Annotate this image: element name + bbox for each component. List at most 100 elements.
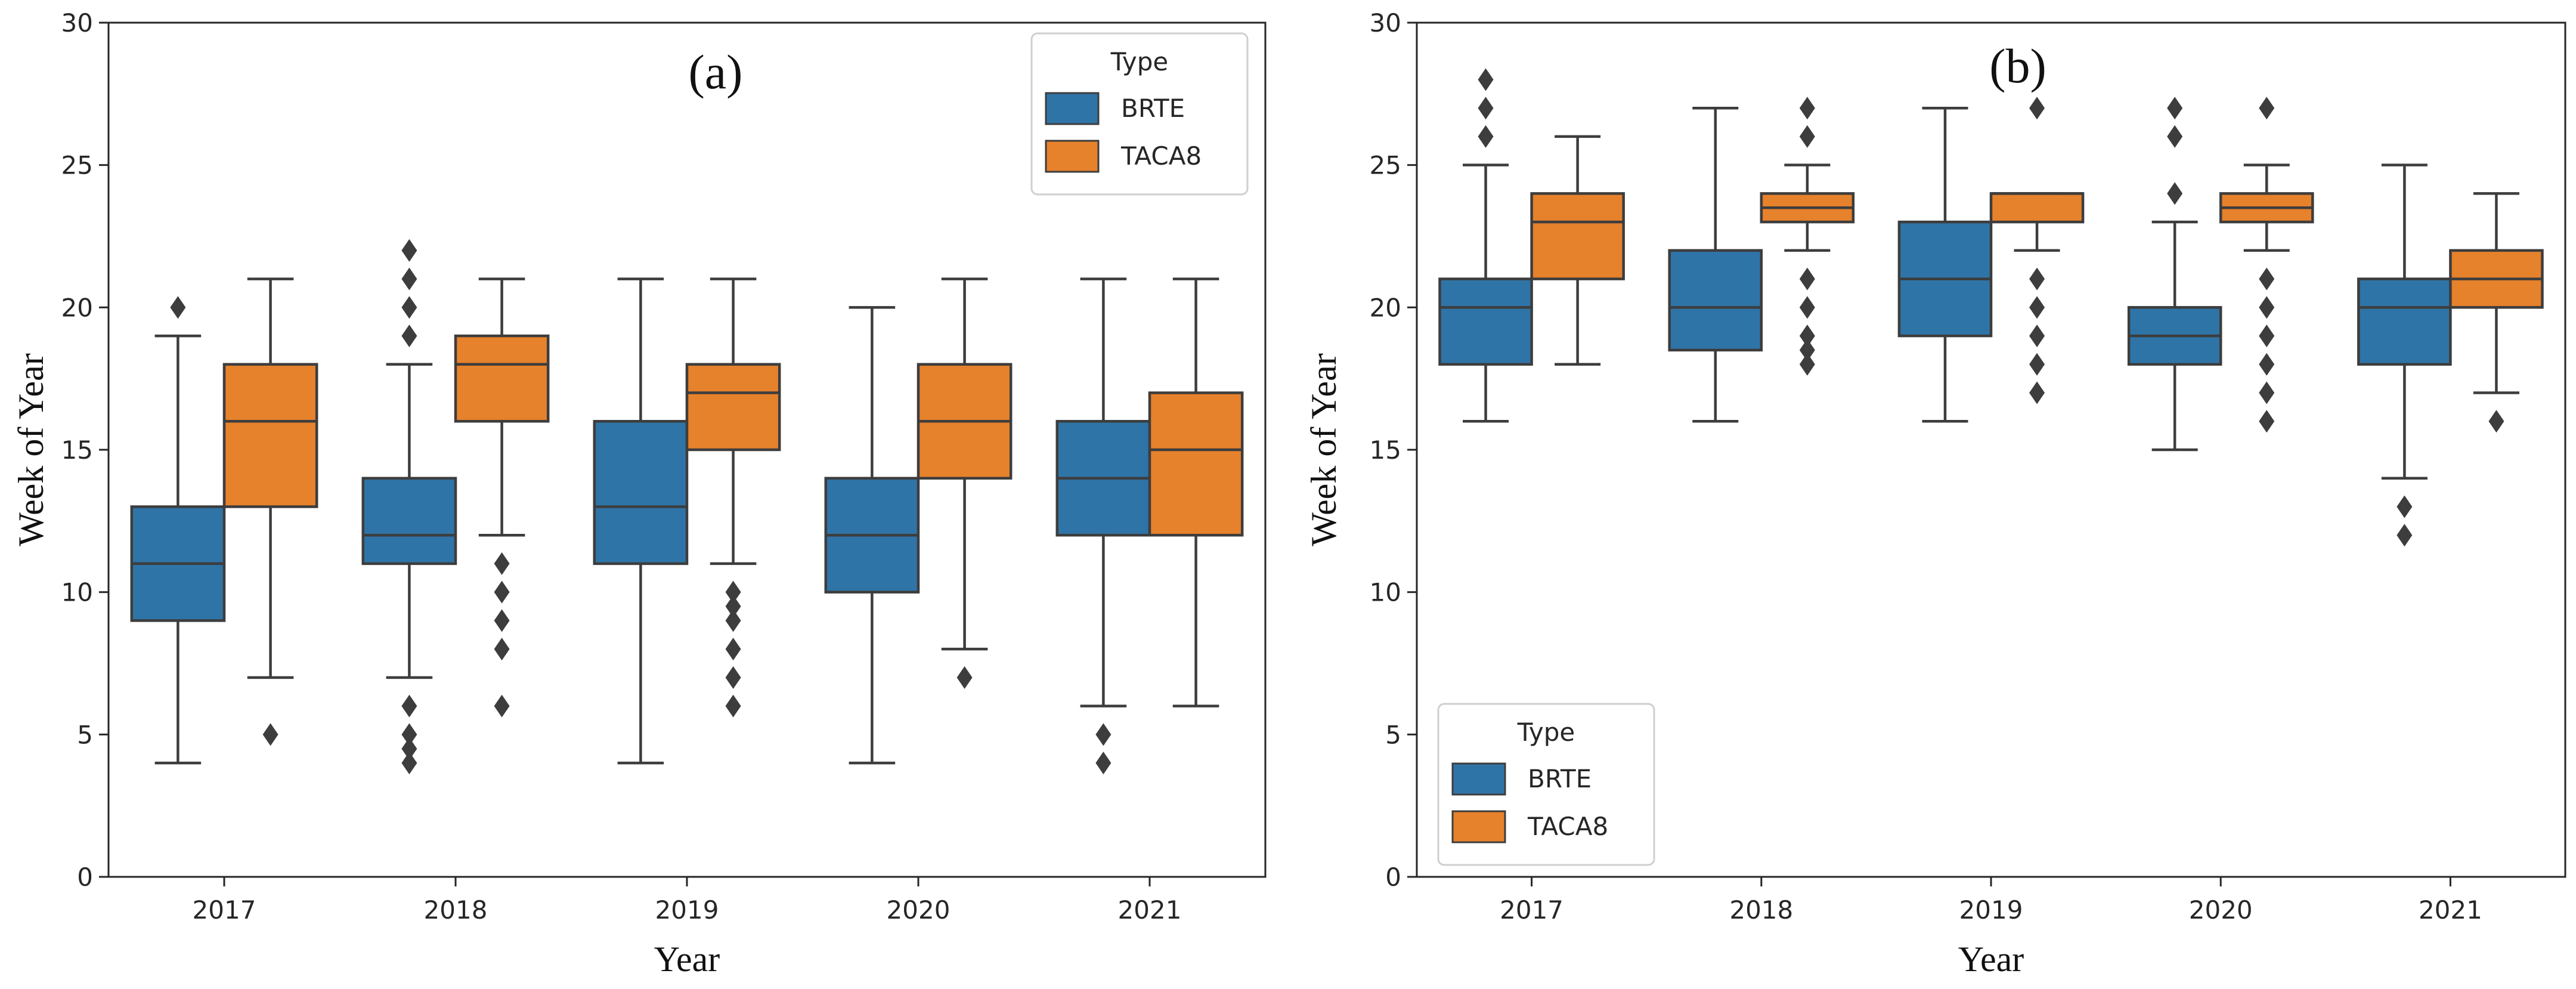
outlier-point bbox=[401, 694, 417, 718]
x-tick-label: 2018 bbox=[424, 895, 488, 925]
y-tick-label: 15 bbox=[61, 435, 93, 465]
y-tick-label: 20 bbox=[61, 293, 93, 322]
legend-swatch-brte bbox=[1045, 92, 1100, 125]
outlier-point bbox=[2259, 267, 2275, 290]
outlier-point bbox=[725, 609, 741, 632]
outlier-point bbox=[1799, 267, 1815, 290]
box-body bbox=[2357, 277, 2452, 366]
y-tick-label: 30 bbox=[61, 8, 93, 38]
outlier-point bbox=[1478, 125, 1494, 148]
outlier-point bbox=[2029, 97, 2045, 120]
y-tick-label: 5 bbox=[1385, 720, 1401, 749]
x-tick-label: 2017 bbox=[1500, 895, 1563, 925]
box-body bbox=[685, 363, 781, 452]
box-taca8-2019 bbox=[685, 277, 781, 718]
legend-label-brte: BRTE bbox=[1528, 764, 1592, 793]
box-brte-2019 bbox=[593, 277, 689, 765]
axes-frame bbox=[107, 21, 1267, 878]
outlier-point bbox=[494, 609, 510, 632]
box-brte-2021 bbox=[2357, 163, 2452, 547]
x-tick-label: 2020 bbox=[2189, 895, 2253, 925]
box-taca8-2020 bbox=[2219, 97, 2314, 433]
outlier-point bbox=[2259, 324, 2275, 348]
y-tick-label: 5 bbox=[77, 720, 93, 749]
y-tick-label: 10 bbox=[61, 578, 93, 607]
box-body bbox=[1668, 249, 1763, 352]
outlier-point bbox=[2167, 125, 2183, 148]
box-body bbox=[593, 420, 689, 565]
chart-panel-a: 0 5 10 15 20 25 30 2017 2018 2019 2020 2021 Year Week… bbox=[11, 8, 1267, 979]
box-taca8-2018 bbox=[454, 277, 550, 718]
box-brte-2018 bbox=[361, 239, 457, 775]
x-tick-label: 2017 bbox=[193, 895, 256, 925]
legend-swatch-taca8 bbox=[1451, 810, 1506, 843]
box-brte-2018 bbox=[1668, 106, 1763, 423]
legend-swatch-brte bbox=[1451, 762, 1506, 796]
outlier-point bbox=[1799, 125, 1815, 148]
outlier-point bbox=[2397, 524, 2413, 547]
box-brte-2017 bbox=[130, 296, 226, 765]
x-tick-label: 2021 bbox=[2419, 895, 2482, 925]
outlier-point bbox=[2029, 267, 2045, 290]
box-body bbox=[454, 334, 550, 423]
chart-panel-b: 0 5 10 15 20 25 30 2017 2018 2019 2020 2021 Year Week… bbox=[1304, 8, 2566, 979]
box-brte-2019 bbox=[1897, 106, 1993, 423]
outlier-point bbox=[725, 666, 741, 689]
box-brte-2021 bbox=[1055, 277, 1151, 775]
panel-label: (b) bbox=[1989, 39, 2046, 93]
outlier-point bbox=[2167, 97, 2183, 120]
outlier-point bbox=[494, 552, 510, 575]
y-tick-label: 25 bbox=[61, 151, 93, 180]
outlier-point bbox=[2259, 97, 2275, 120]
outlier-point bbox=[725, 694, 741, 718]
outlier-point bbox=[401, 296, 417, 319]
box-body bbox=[1438, 277, 1533, 366]
outlier-point bbox=[401, 324, 417, 348]
y-axis-label: Week of Year bbox=[11, 353, 51, 546]
y-tick-label: 30 bbox=[1370, 8, 1401, 38]
box-taca8-2021 bbox=[1148, 277, 1244, 707]
outlier-point bbox=[2029, 353, 2045, 376]
box-brte-2020 bbox=[824, 306, 920, 765]
legend-swatch-taca8 bbox=[1045, 140, 1100, 173]
box-brte-2017 bbox=[1438, 68, 1533, 423]
box-taca8-2018 bbox=[1760, 97, 1855, 376]
outlier-point bbox=[494, 694, 510, 718]
y-tick-label: 25 bbox=[1370, 151, 1401, 180]
box-body bbox=[1989, 192, 2085, 224]
outlier-point bbox=[1095, 752, 1111, 775]
x-axis-label: Year bbox=[1958, 939, 2024, 979]
y-tick-label: 0 bbox=[77, 863, 93, 892]
outlier-point bbox=[1799, 338, 1815, 361]
outlier-point bbox=[725, 595, 741, 618]
outlier-point bbox=[401, 723, 417, 746]
legend: Type BRTE TACA8 bbox=[1437, 703, 1655, 866]
x-tick-label: 2019 bbox=[655, 895, 719, 925]
legend-title: Type bbox=[1517, 718, 1575, 747]
outlier-point bbox=[262, 723, 278, 746]
x-tick-label: 2020 bbox=[887, 895, 950, 925]
panel-label: (a) bbox=[688, 45, 742, 99]
outlier-point bbox=[2259, 410, 2275, 433]
legend-title: Type bbox=[1110, 47, 1168, 76]
outlier-point bbox=[401, 239, 417, 262]
outlier-point bbox=[956, 666, 973, 689]
legend-label-taca8: TACA8 bbox=[1527, 812, 1608, 841]
box-taca8-2017 bbox=[222, 277, 318, 746]
outlier-point bbox=[2259, 296, 2275, 319]
box-taca8-2019 bbox=[1989, 97, 2085, 404]
x-tick-label: 2019 bbox=[1959, 895, 2023, 925]
y-axis-label: Week of Year bbox=[1304, 353, 1343, 546]
outlier-point bbox=[725, 580, 741, 604]
outlier-point bbox=[1799, 296, 1815, 319]
x-axis-label: Year bbox=[654, 939, 720, 979]
outlier-point bbox=[2259, 353, 2275, 376]
outlier-point bbox=[1095, 723, 1111, 746]
box-body bbox=[361, 477, 457, 565]
outlier-point bbox=[1478, 68, 1494, 91]
outlier-point bbox=[401, 737, 417, 761]
outlier-point bbox=[1478, 97, 1494, 120]
box-taca8-2017 bbox=[1530, 135, 1625, 366]
axes-frame bbox=[1416, 21, 2566, 878]
outlier-point bbox=[2259, 381, 2275, 404]
